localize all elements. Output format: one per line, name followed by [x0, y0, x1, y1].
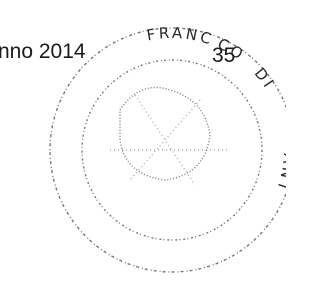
stamp-text: FRANC — [145, 24, 216, 49]
stamp-text: ANT — [261, 147, 286, 201]
document-line-text: nno 2014 — [0, 40, 86, 63]
stamp-right-text: DI — [251, 64, 279, 93]
stamp-top-text: FRANC — [145, 24, 216, 49]
scan: FRANC CO DI ANT nno 2014 35 — [0, 0, 286, 283]
stamp-right-bottom-text: ANT — [261, 147, 286, 201]
stamp-emblem-lines — [110, 95, 230, 185]
stamp-inner-ring — [82, 60, 262, 240]
page: {"document": {"line_text": "nno 2014", "… — [0, 0, 286, 283]
stamp-emblem — [120, 88, 210, 181]
stamp — [50, 28, 286, 272]
stamp-text: DI — [251, 64, 279, 93]
page-number: 35 — [212, 44, 235, 67]
stamp-outer-ring — [50, 28, 286, 272]
